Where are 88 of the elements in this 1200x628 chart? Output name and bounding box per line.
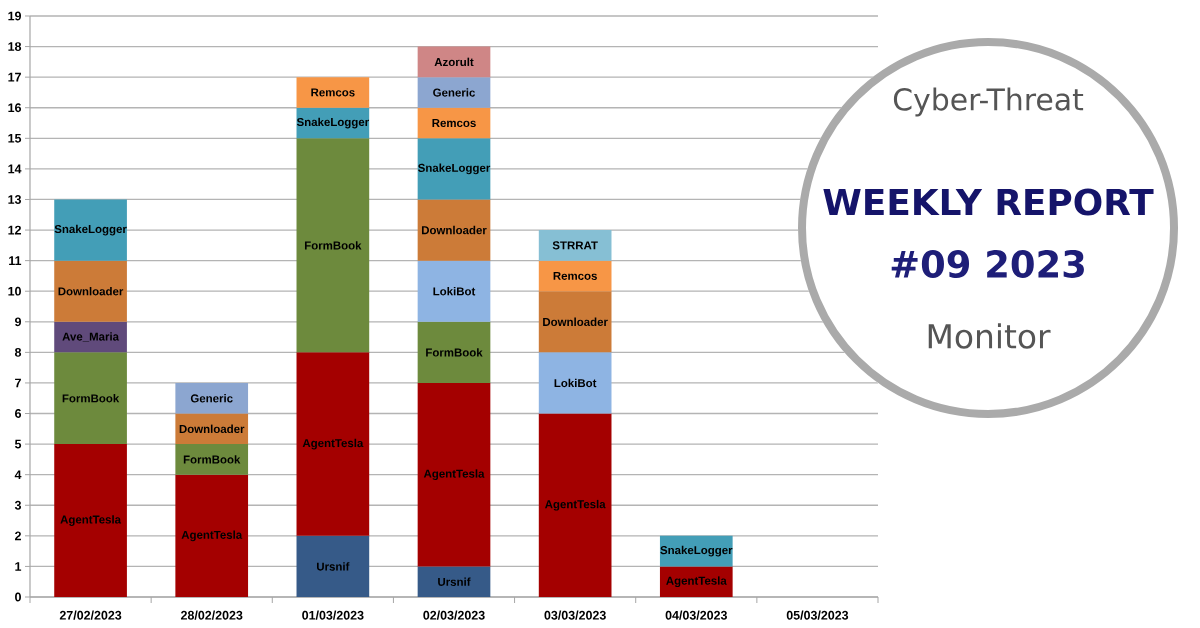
bar xyxy=(417,382,491,567)
y-tick-label: 9 xyxy=(14,317,22,327)
bar xyxy=(54,352,127,445)
y-tick-label: 4 xyxy=(14,470,22,479)
text: SnakeLogger xyxy=(418,163,491,175)
x-tick-label: 27/02/2023 xyxy=(59,610,122,620)
text: Monitor xyxy=(928,323,1051,349)
y-tick-label: 17 xyxy=(8,72,21,82)
series-label: Downloader xyxy=(421,225,487,235)
x-tick-label: 01/03/2023 xyxy=(302,610,364,620)
text: Ursnif xyxy=(316,562,350,571)
bar xyxy=(417,566,491,597)
y-tick-label: 2 xyxy=(14,531,21,541)
bar xyxy=(538,260,612,292)
text: FormBook xyxy=(183,455,241,464)
x-tick-label: 05/03/2023 xyxy=(786,610,849,620)
series-label: AgentTesla xyxy=(60,515,122,526)
text: Downloader xyxy=(543,317,608,326)
y-tick-label: 16 xyxy=(8,103,22,113)
text: LokiBot xyxy=(554,378,597,388)
bar xyxy=(175,474,249,597)
series-label: STRRAT xyxy=(552,241,598,250)
y-tick-label: 13 xyxy=(8,195,22,204)
text: SnakeLogger xyxy=(660,545,733,557)
bar xyxy=(538,352,612,414)
y-tick-label: 14 xyxy=(8,164,22,174)
text: WEEKLY REPORT xyxy=(823,188,1154,216)
y-tick-label: 8 xyxy=(14,347,22,357)
text: AgentTesla xyxy=(302,438,364,450)
y-tick-label: 10 xyxy=(8,286,21,296)
bar xyxy=(538,291,612,353)
series-label: LokiBot xyxy=(433,287,476,296)
text: AgentTesla xyxy=(181,530,243,542)
series-label: Ave_Maria xyxy=(62,332,120,342)
bar xyxy=(417,77,491,108)
y-tick-label: 0 xyxy=(15,592,21,602)
x-tick-label: 04/03/2023 xyxy=(665,610,727,620)
text: Generic xyxy=(433,88,475,97)
series-label: SnakeLogger xyxy=(54,224,127,236)
bar xyxy=(296,138,370,353)
series-label: Azorult xyxy=(434,57,474,67)
x-tick-label: 02/03/2023 xyxy=(423,610,485,620)
y-tick-label: 15 xyxy=(8,133,22,143)
bar xyxy=(54,321,127,353)
bar xyxy=(659,566,733,597)
bar xyxy=(538,230,612,261)
y-tick-label: 5 xyxy=(14,439,22,449)
text: AgentTesla xyxy=(544,499,606,511)
text: FormBook xyxy=(304,241,362,250)
text: Remcos xyxy=(553,271,597,280)
bar xyxy=(538,413,612,597)
x-tick-label: 28/02/2023 xyxy=(180,610,243,620)
bar xyxy=(417,107,491,139)
y-tick-label: 3 xyxy=(14,500,22,510)
series-label: Generic xyxy=(190,394,233,403)
bar xyxy=(417,260,491,322)
text: SnakeLogger xyxy=(296,117,369,129)
text: #09 2023 xyxy=(891,250,1084,278)
text: Cyber-Threat xyxy=(893,87,1084,117)
bar xyxy=(54,260,127,322)
y-tick-label: 11 xyxy=(9,256,22,265)
y-tick-label: 6 xyxy=(15,409,22,418)
bar xyxy=(54,199,127,261)
text: AgentTesla xyxy=(423,469,485,481)
bar xyxy=(417,199,491,261)
series-label: FormBook xyxy=(62,394,120,403)
x-tick-label: 03/03/2023 xyxy=(544,610,606,620)
bar xyxy=(296,77,370,108)
bar xyxy=(417,46,491,78)
bar xyxy=(175,444,249,475)
series-label: Remcos xyxy=(311,88,355,97)
bar xyxy=(417,321,491,383)
text: FormBook xyxy=(426,348,483,357)
y-tick-label: 1 xyxy=(15,562,22,571)
y-tick-label: 12 xyxy=(8,225,21,235)
text: Downloader xyxy=(58,287,124,296)
text: AgentTesla xyxy=(666,576,727,588)
y-tick-label: 7 xyxy=(15,378,21,388)
bar xyxy=(417,138,491,200)
y-tick-label: 19 xyxy=(8,11,22,21)
y-tick-label: 18 xyxy=(8,42,22,51)
text: Downloader xyxy=(179,424,245,434)
series-label: Ursnif xyxy=(438,577,471,586)
text: Remcos xyxy=(432,119,476,128)
bar xyxy=(175,382,249,414)
bar xyxy=(296,535,370,597)
bar xyxy=(54,444,127,597)
bar xyxy=(296,352,370,536)
